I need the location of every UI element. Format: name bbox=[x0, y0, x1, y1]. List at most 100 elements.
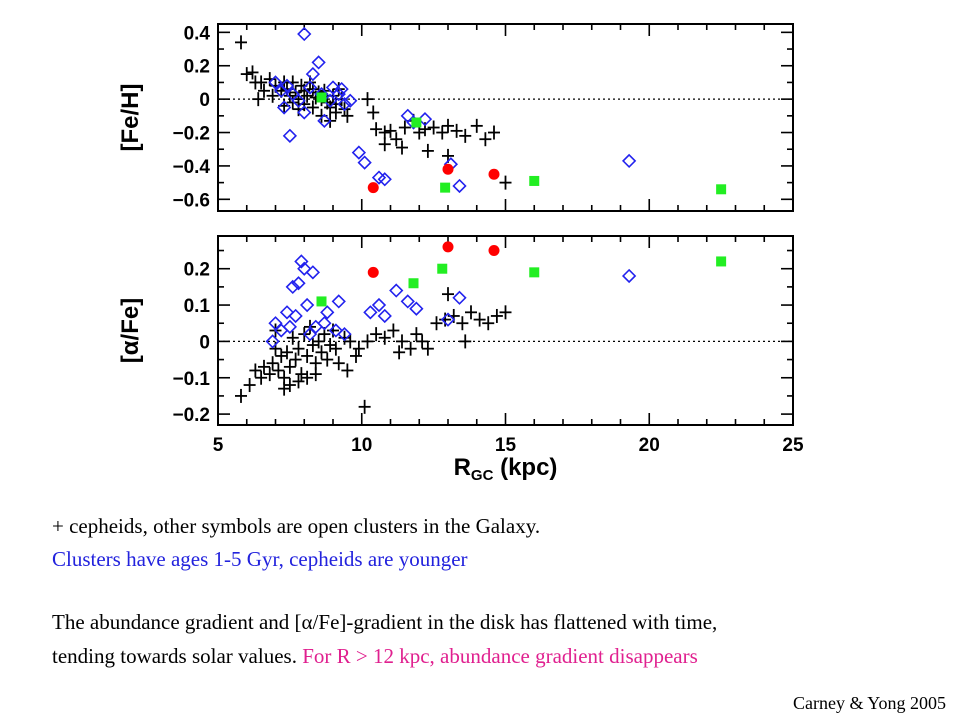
cluster-diamond-point bbox=[282, 319, 298, 334]
cluster-diamond-point bbox=[294, 254, 309, 269]
cepheid-point bbox=[341, 108, 354, 123]
cepheid-point bbox=[281, 345, 293, 360]
citation: Carney & Yong 2005 bbox=[792, 693, 946, 713]
cluster-square-point bbox=[316, 92, 327, 103]
y-tick-label: 0 bbox=[199, 332, 210, 353]
cepheid-point bbox=[246, 65, 259, 80]
x-tick-label: 10 bbox=[351, 435, 372, 456]
cluster-diamond-point bbox=[343, 93, 358, 108]
cluster-diamond-point bbox=[621, 268, 637, 284]
cepheid-point bbox=[479, 132, 492, 147]
cepheid-point bbox=[396, 140, 408, 155]
cepheid-point bbox=[341, 363, 354, 378]
cluster-diamond-point bbox=[282, 128, 298, 143]
x-tick-label: 20 bbox=[639, 435, 660, 456]
cluster-diamond-point bbox=[337, 327, 352, 342]
cepheid-point bbox=[309, 367, 322, 382]
cepheid-point bbox=[370, 327, 383, 342]
cepheid-point bbox=[255, 370, 268, 385]
cepheid-point bbox=[283, 359, 296, 374]
cepheid-point bbox=[499, 175, 512, 190]
cluster-diamond-point bbox=[337, 97, 352, 112]
cluster-square-point bbox=[316, 296, 327, 307]
cluster-square-point bbox=[529, 175, 540, 186]
x-axis-title-main: R bbox=[454, 454, 471, 481]
cepheid-point bbox=[473, 312, 486, 327]
cepheid-point bbox=[272, 363, 285, 378]
cluster-diamond-point bbox=[297, 261, 312, 276]
cluster-diamond-point bbox=[389, 283, 404, 298]
cepheid-point bbox=[315, 345, 328, 360]
caption-gradient: The abundance gradient and [α/Fe]-gradie… bbox=[52, 610, 718, 634]
cluster-diamond-point bbox=[371, 297, 387, 313]
panel-alpha-fe: 0.2 0.1 0 −0.1 −0.25 10 15 20 25 RGC (kpc) [α/Fe] bbox=[117, 235, 804, 484]
cluster-diamond-point bbox=[291, 93, 306, 108]
y-tick-label: 0 bbox=[199, 90, 210, 111]
cepheid-point bbox=[482, 316, 495, 331]
cluster-diamond-point bbox=[351, 145, 367, 160]
cluster-diamond-point bbox=[621, 153, 637, 169]
cluster-diamond-point bbox=[276, 100, 292, 115]
cepheid-point bbox=[393, 345, 406, 360]
cluster-square-point bbox=[716, 256, 727, 267]
caption-conclusion-main: tending towards solar values. bbox=[52, 644, 303, 668]
y-tick-label: 0.2 bbox=[184, 57, 210, 78]
cluster-diamond-point bbox=[274, 323, 289, 338]
cepheid-point bbox=[321, 352, 334, 367]
cluster-diamond-point bbox=[317, 113, 332, 128]
cepheid-point bbox=[292, 341, 305, 356]
cepheid-point bbox=[324, 338, 337, 353]
cluster-square-point bbox=[529, 267, 540, 278]
cluster-circle-point bbox=[442, 163, 454, 175]
cepheid-point bbox=[306, 100, 319, 115]
caption-symbol-legend: + cepheids, other symbols are open clust… bbox=[52, 514, 541, 538]
y-tick-label: 0.2 bbox=[184, 260, 210, 281]
cluster-diamond-point bbox=[409, 301, 424, 316]
cepheid-point bbox=[306, 338, 319, 353]
cluster-diamond-point bbox=[302, 80, 318, 95]
x-tick-label: 15 bbox=[495, 435, 517, 456]
cluster-diamond-point bbox=[297, 105, 312, 120]
cepheid-point bbox=[344, 334, 357, 349]
cepheid-point bbox=[387, 323, 400, 338]
cluster-circle-point bbox=[367, 182, 379, 194]
cluster-square-point bbox=[437, 263, 448, 274]
cluster-square-point bbox=[440, 182, 451, 193]
cepheid-point bbox=[427, 120, 440, 135]
cepheid-point bbox=[329, 341, 342, 356]
cepheid-point bbox=[289, 352, 302, 367]
cluster-diamond-point bbox=[328, 323, 344, 338]
cluster-diamond-point bbox=[331, 86, 346, 102]
cluster-diamond-point bbox=[297, 26, 312, 42]
cepheid-point bbox=[301, 348, 314, 363]
cluster-diamond-point bbox=[311, 55, 326, 70]
cepheid-point bbox=[499, 305, 512, 320]
cepheid-point bbox=[459, 128, 472, 143]
cepheid-point bbox=[367, 105, 380, 120]
caption-conclusion: tending towards solar values. For R > 12… bbox=[52, 643, 698, 669]
cluster-diamond-point bbox=[377, 172, 392, 187]
cepheid-point bbox=[338, 330, 351, 345]
cepheid-point bbox=[436, 125, 449, 140]
cepheid-point bbox=[283, 378, 296, 393]
cepheid-point bbox=[361, 92, 374, 107]
cepheid-point bbox=[243, 378, 256, 393]
y-tick-label: −0.2 bbox=[172, 124, 210, 145]
cepheid-point bbox=[332, 356, 345, 371]
cepheid-point bbox=[384, 123, 397, 138]
cluster-diamond-point bbox=[377, 308, 392, 324]
cluster-diamond-point bbox=[400, 294, 415, 309]
cepheid-point bbox=[350, 348, 362, 363]
cepheid-point bbox=[459, 334, 472, 349]
cepheid-point bbox=[456, 316, 469, 331]
x-tick-label: 5 bbox=[213, 435, 224, 456]
x-axis-title: RGC (kpc) bbox=[454, 454, 558, 484]
cluster-circle-point bbox=[488, 168, 500, 180]
cluster-diamond-point bbox=[363, 305, 378, 320]
scatter-figure: 0.4 0.2 0 −0.2 −0.4 −0.6 [Fe/H] 0.2 0.1 0 −0.1 −0.… bbox=[117, 23, 804, 484]
cluster-diamond-point bbox=[302, 327, 318, 342]
cluster-diamond-point bbox=[334, 81, 349, 97]
cepheid-point bbox=[430, 316, 443, 331]
cepheid-point bbox=[263, 367, 276, 382]
cluster-diamond-point bbox=[305, 265, 321, 280]
